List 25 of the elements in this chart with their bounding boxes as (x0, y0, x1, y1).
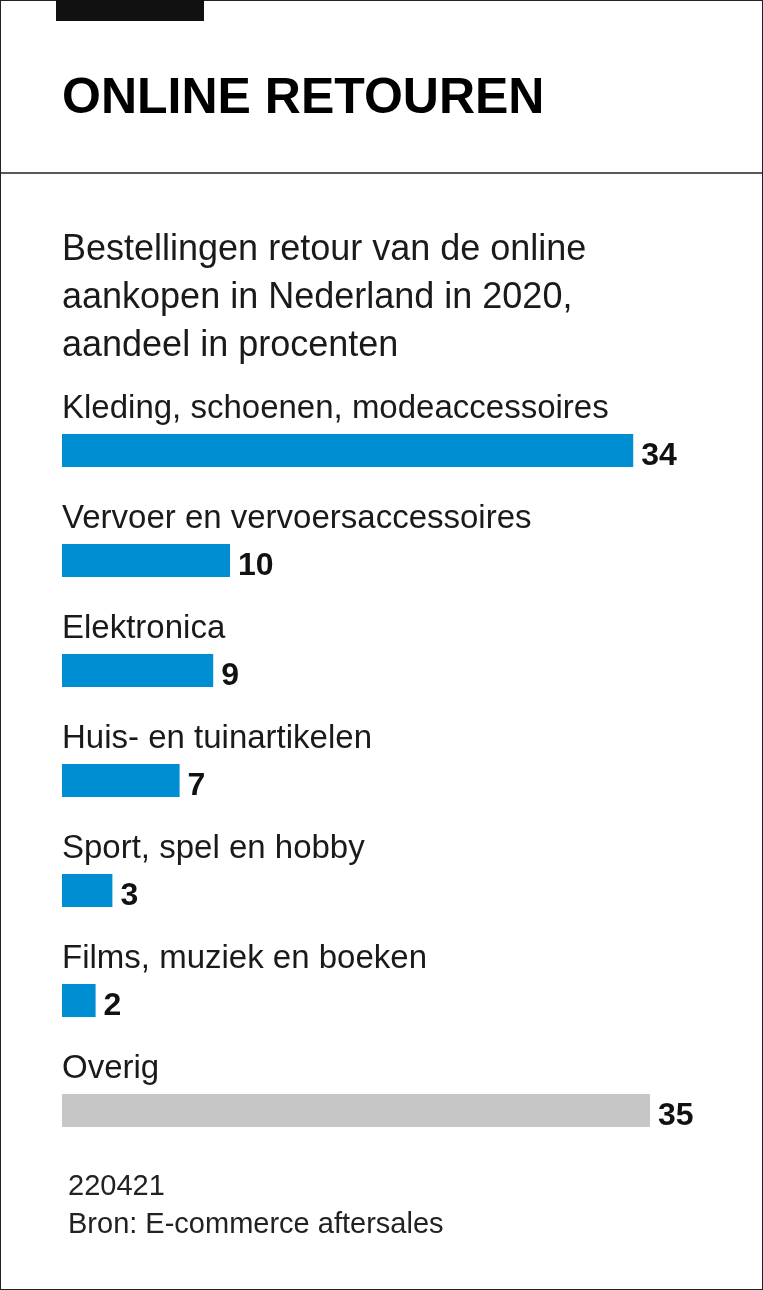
bar (62, 544, 230, 577)
y-tick-label: Huis- en tuinartikelen (62, 718, 372, 755)
text: Bron: E-commerce aftersales (68, 1207, 444, 1239)
data-label: 10 (238, 546, 274, 582)
text: 220421 (68, 1169, 165, 1201)
data-label: 35 (658, 1096, 694, 1132)
y-tick-label: Elektronica (62, 608, 226, 645)
data-label: 7 (187, 766, 206, 802)
data-label: 34 (641, 436, 677, 472)
y-tick-label: Overig (62, 1048, 160, 1085)
y-tick-label: Films, muziek en boeken (62, 938, 427, 975)
y-tick-label: Sport, spel en hobby (62, 828, 366, 865)
bar (62, 764, 180, 797)
bar (62, 874, 113, 907)
y-tick-label: Vervoer en vervoersaccessoires (62, 498, 532, 535)
chart-title: ONLINE RETOUREN (62, 68, 545, 124)
data-label: 3 (120, 876, 139, 912)
y-tick-label: Kleding, schoenen, modeaccessoires (62, 388, 609, 425)
data-label: 2 (103, 986, 122, 1022)
data-label: 9 (221, 656, 239, 692)
bar (62, 984, 96, 1017)
chart-subtitle: Bestellingen retour van de online aankopen in Nederland in 2020, aandeel in procenten (62, 227, 587, 364)
bar (62, 434, 634, 467)
bar (62, 1094, 650, 1127)
bar (62, 654, 214, 687)
